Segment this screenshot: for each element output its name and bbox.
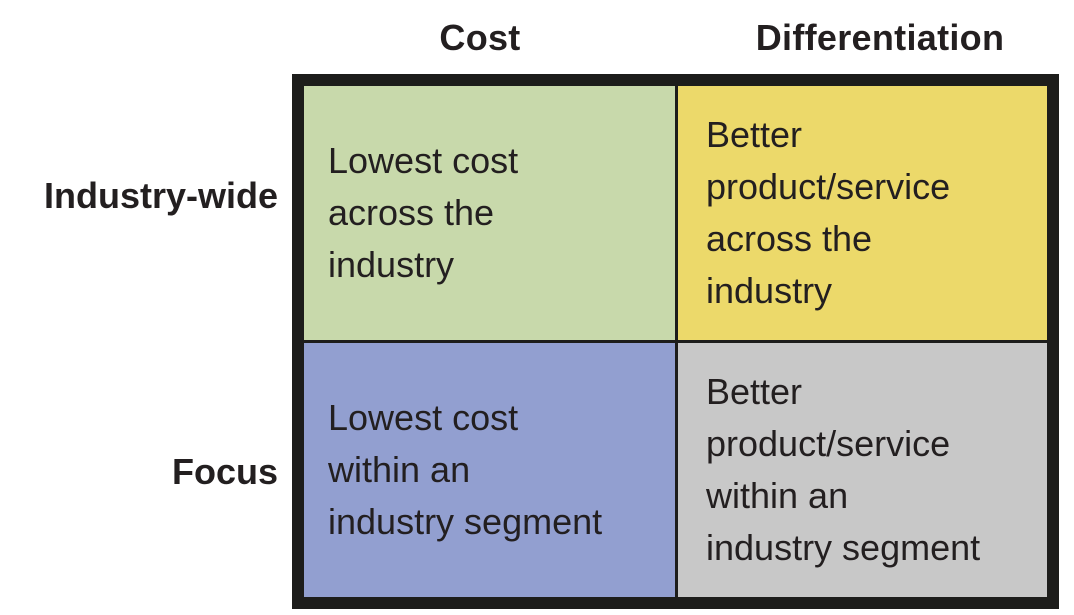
cell-differentiation-industry-wide: Better product/service across the indust… bbox=[678, 86, 1047, 340]
column-header-cost: Cost bbox=[439, 17, 521, 58]
row-header-focus: Focus bbox=[171, 451, 278, 492]
cell-differentiation-focus: Better product/service within an industr… bbox=[678, 343, 1047, 597]
cell-differentiation-focus-text: Better product/service within an industr… bbox=[706, 371, 981, 568]
row-header-industry-wide: Industry-wide bbox=[43, 175, 278, 216]
cell-cost-industry-wide: Lowest cost across the industry bbox=[304, 86, 675, 340]
column-header-differentiation: Differentiation bbox=[755, 17, 1005, 58]
cell-cost-focus: Lowest cost within an industry segment bbox=[304, 343, 675, 597]
cell-cost-industry-wide-text: Lowest cost across the industry bbox=[328, 140, 519, 285]
cell-differentiation-industry-wide-text: Better product/service across the indust… bbox=[706, 114, 951, 311]
strategy-matrix: Lowest cost across the industry Better p… bbox=[292, 74, 1059, 609]
cell-cost-focus-text: Lowest cost within an industry segment bbox=[328, 397, 603, 542]
